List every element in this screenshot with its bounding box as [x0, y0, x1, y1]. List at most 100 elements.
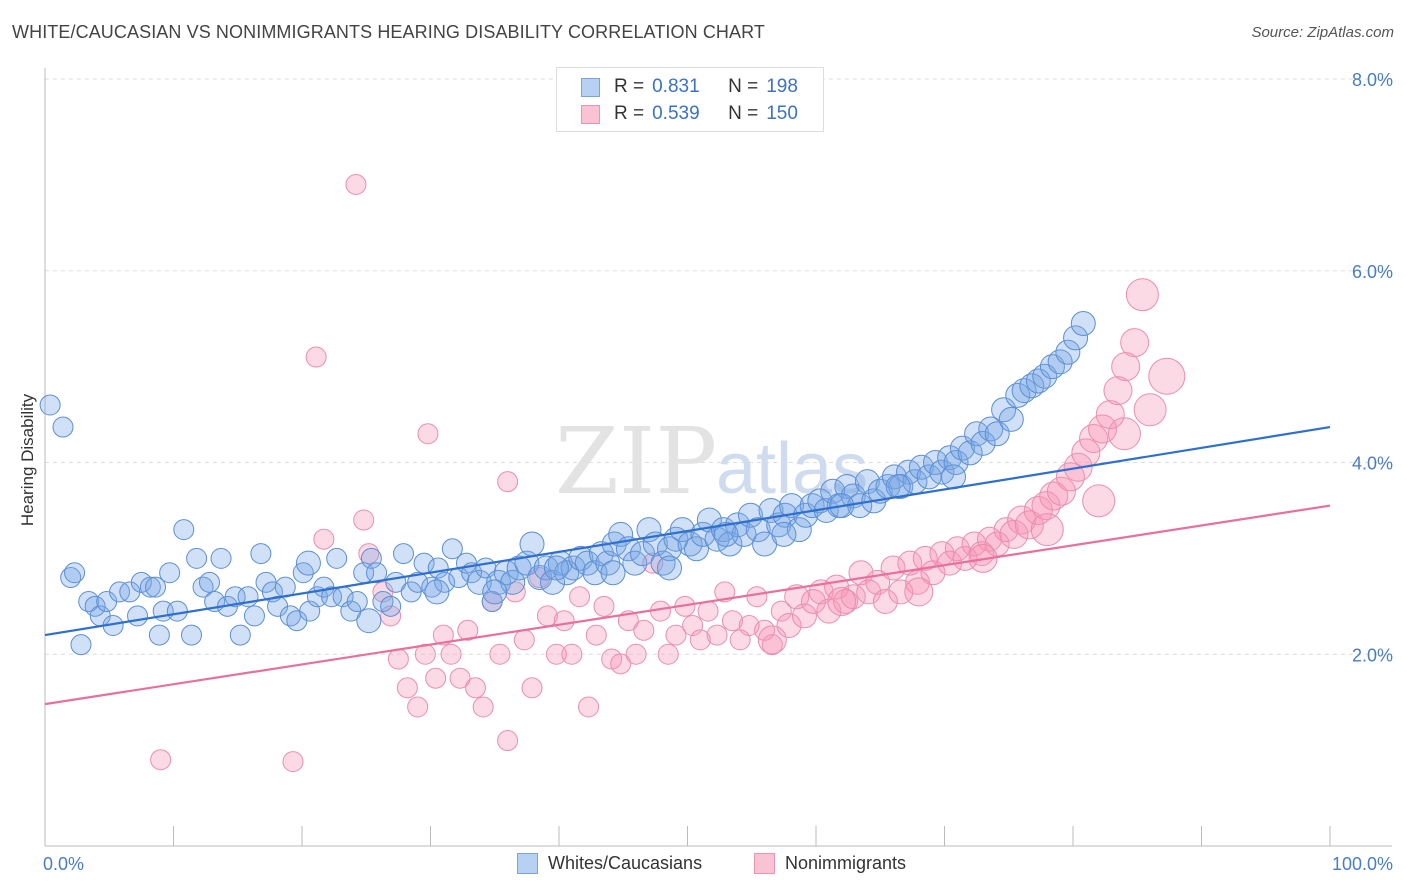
data-point-whites: [533, 555, 559, 581]
data-point-whites: [127, 605, 149, 627]
trend-line-nonimmigrants: [44, 504, 1331, 706]
data-point-nonimmigrants: [610, 653, 632, 675]
data-point-whites: [1063, 325, 1089, 351]
data-point-nonimmigrants: [952, 545, 978, 571]
data-point-nonimmigrants: [689, 629, 711, 651]
data-point-nonimmigrants: [761, 634, 783, 656]
data-point-nonimmigrants: [1082, 484, 1116, 518]
data-point-whites: [630, 541, 656, 567]
data-point-nonimmigrants: [497, 730, 519, 752]
source-label: Source: ZipAtlas.com: [1251, 24, 1394, 41]
data-point-nonimmigrants: [714, 581, 736, 603]
data-point-nonimmigrants: [305, 346, 327, 368]
data-point-whites: [173, 519, 195, 541]
data-point-nonimmigrants: [150, 749, 172, 771]
data-point-nonimmigrants: [697, 600, 719, 622]
data-point-nonimmigrants: [976, 526, 1002, 552]
data-point-whites: [441, 538, 463, 560]
data-point-nonimmigrants: [1107, 417, 1141, 451]
data-point-whites: [970, 430, 996, 456]
data-point-whites: [421, 576, 443, 598]
data-point-nonimmigrants: [545, 643, 567, 665]
legend: R = 0.831 N = 198 R = 0.539 N = 150: [556, 67, 824, 132]
data-point-whites: [295, 550, 321, 576]
data-point-whites: [543, 555, 569, 581]
data-point-nonimmigrants: [425, 667, 447, 689]
data-point-nonimmigrants: [816, 598, 842, 624]
data-point-nonimmigrants: [784, 584, 810, 610]
data-point-nonimmigrants: [464, 677, 486, 699]
chart-title: WHITE/CAUCASIAN VS NONIMMIGRANTS HEARING…: [12, 22, 765, 42]
data-point-whites: [1055, 339, 1081, 365]
data-point-whites: [1011, 378, 1037, 404]
bottom-legend-whites[interactable]: Whites/Caucasians: [517, 853, 702, 874]
data-point-whites: [854, 469, 880, 495]
data-point-nonimmigrants: [353, 509, 375, 531]
data-point-nonimmigrants: [497, 471, 519, 493]
data-point-whites: [940, 464, 966, 490]
data-point-nonimmigrants: [1046, 476, 1076, 506]
data-point-nonimmigrants: [904, 577, 934, 607]
data-point-nonimmigrants: [569, 586, 591, 608]
data-point-nonimmigrants: [1007, 505, 1037, 535]
data-point-nonimmigrants: [888, 579, 914, 605]
bottom-legend-label-nonimmigrants: Nonimmigrants: [785, 853, 907, 873]
data-point-whites: [713, 521, 739, 547]
x-tick-label: 0.0%: [43, 854, 84, 874]
data-point-nonimmigrants: [1030, 513, 1064, 547]
data-point-nonimmigrants: [561, 643, 583, 665]
data-point-nonimmigrants: [1039, 481, 1069, 511]
data-point-nonimmigrants: [553, 610, 575, 632]
data-point-whites: [321, 586, 343, 608]
data-point-whites: [52, 416, 74, 438]
data-point-whites: [380, 595, 402, 617]
data-point-whites: [210, 547, 232, 569]
data-point-whites: [250, 543, 272, 565]
y-tick-label: 2.0%: [1352, 645, 1393, 665]
data-point-nonimmigrants: [432, 624, 454, 646]
data-point-whites: [506, 555, 532, 581]
data-point-nonimmigrants: [833, 589, 859, 615]
data-point-whites: [771, 521, 797, 547]
legend-row-whites: R = 0.831 N = 198: [581, 75, 798, 99]
bottom-legend-nonimmigrants[interactable]: Nonimmigrants: [754, 853, 906, 874]
data-point-nonimmigrants: [313, 528, 335, 550]
data-point-nonimmigrants: [521, 677, 543, 699]
data-point-whites: [998, 406, 1024, 432]
data-point-nonimmigrants: [407, 696, 429, 718]
data-point-nonimmigrants: [625, 643, 647, 665]
watermark-zip: ZIP: [555, 408, 717, 515]
watermark-atlas: atlas: [716, 429, 868, 509]
axes: [44, 68, 1392, 847]
y-tick-label: 6.0%: [1352, 262, 1393, 282]
series-nonimmigrants: [150, 173, 1186, 773]
data-point-nonimmigrants: [872, 589, 898, 615]
data-point-whites: [466, 569, 492, 595]
data-point-whites: [582, 560, 608, 586]
legend-n-value: 198: [766, 76, 798, 97]
data-point-whites: [393, 543, 415, 565]
data-point-nonimmigrants: [1125, 278, 1159, 312]
grid-lines: [45, 78, 1392, 655]
data-point-whites: [717, 531, 743, 557]
data-point-nonimmigrants: [791, 603, 817, 629]
legend-swatch-blue: [581, 77, 600, 97]
data-point-whites: [366, 562, 388, 584]
data-point-whites: [180, 624, 202, 646]
data-point-whites: [356, 608, 382, 634]
data-point-nonimmigrants: [440, 643, 462, 665]
data-point-whites: [1039, 354, 1065, 380]
data-point-whites: [186, 547, 208, 569]
data-point-whites: [166, 600, 188, 622]
data-point-nonimmigrants: [282, 751, 304, 773]
data-point-whites: [198, 571, 220, 593]
data-point-whites: [957, 440, 983, 466]
data-point-nonimmigrants: [1111, 352, 1141, 382]
data-point-whites: [745, 517, 771, 543]
data-point-nonimmigrants: [665, 624, 687, 646]
data-point-nonimmigrants: [396, 677, 418, 699]
data-point-nonimmigrants: [1120, 328, 1150, 358]
data-point-nonimmigrants: [449, 667, 471, 689]
data-point-nonimmigrants: [770, 600, 792, 622]
